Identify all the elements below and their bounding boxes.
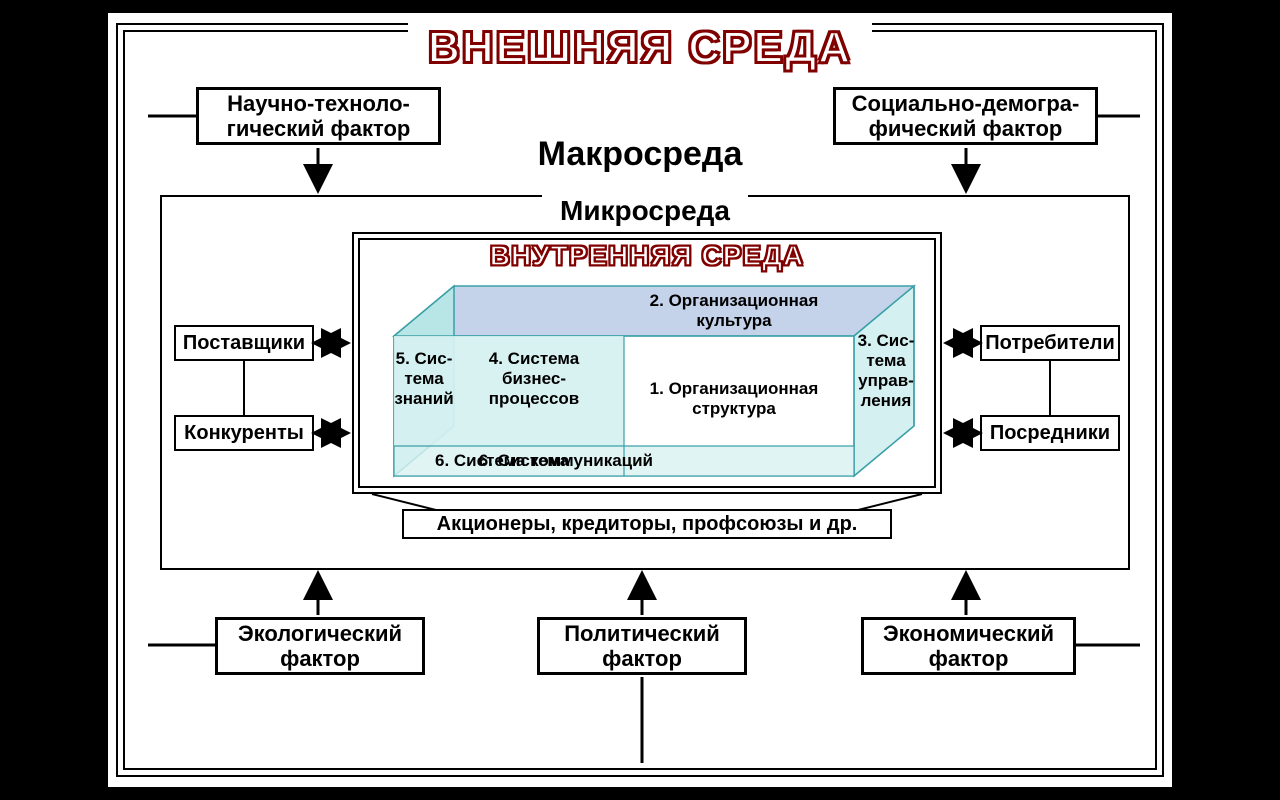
micro-box: Микросреда Поставщики Конкуренты Потреби… — [160, 195, 1130, 570]
cube-f2-l1: 2. Организационная — [650, 291, 819, 310]
cube-f4-l1: 4. Система — [489, 349, 580, 368]
cube-f3-l3: управ- — [858, 371, 914, 390]
cube-f3-l1: 3. Сис- — [858, 331, 915, 350]
cube-f5-l3: знаний — [394, 389, 453, 408]
outer-frame: ВНЕШНЯЯ СРЕДА Макросреда Научно-техноло-… — [116, 23, 1164, 777]
inner-box: ВНУТРЕННЯЯ СРЕДА — [352, 232, 942, 494]
factor-political: Политический фактор — [537, 617, 747, 675]
cube-f5-l1: 5. Сис- — [396, 349, 453, 368]
cube-f5-l2: тема — [404, 369, 444, 388]
cube-3d: 2. Организационная культура 4. Система б… — [374, 276, 924, 486]
svg-text:6. Система коммуникаций: 6. Система коммуникаций — [435, 451, 653, 470]
factor-ecological: Экологический фактор — [215, 617, 425, 675]
cube-f3-l2: тема — [866, 351, 906, 370]
cube-f1-l2: структура — [692, 399, 776, 418]
inner-title: ВНУТРЕННЯЯ СРЕДА — [490, 240, 805, 272]
cube-f3-l4: ления — [861, 391, 912, 410]
box-stakeholders: Акционеры, кредиторы, профсоюзы и др. — [402, 509, 892, 539]
cube-f4-l3: процессов — [489, 389, 579, 408]
cube-f2-l2: культура — [696, 311, 772, 330]
slide: ВНЕШНЯЯ СРЕДА Макросреда Научно-техноло-… — [108, 13, 1172, 787]
factor-economic: Экономический фактор — [861, 617, 1076, 675]
cube-f4-l2: бизнес- — [502, 369, 566, 388]
cube-f1-l1: 1. Организационная — [650, 379, 819, 398]
